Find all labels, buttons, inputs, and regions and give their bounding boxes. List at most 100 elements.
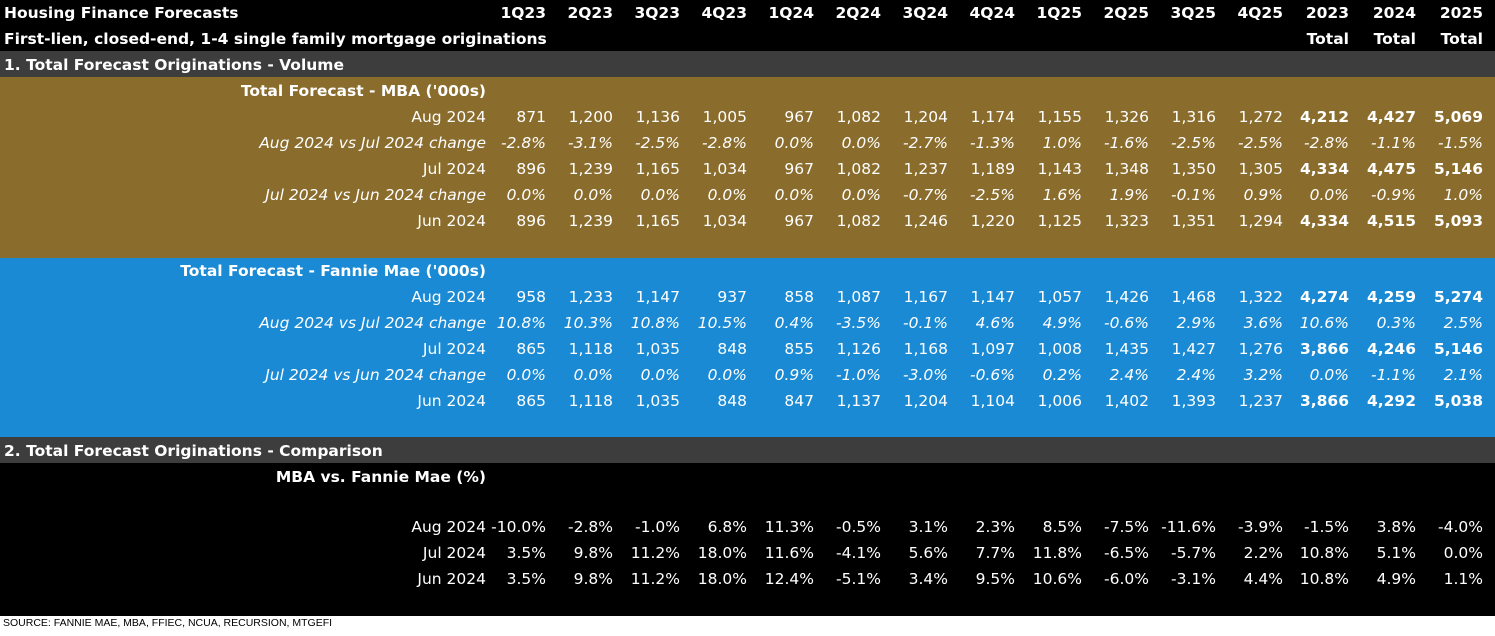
table-cell: 865 [516, 392, 546, 410]
section2-bar [0, 437, 1495, 463]
table-cell: 896 [516, 212, 546, 230]
row-label: Jun 2024 [417, 570, 486, 588]
table-cell: 11.2% [630, 570, 680, 588]
table-cell: -4.1% [836, 544, 881, 562]
block-title-row: MBA vs. Fannie Mae (%) [0, 464, 1495, 490]
table-row: Jun 2024 865 1,118 1,035 848 847 1,137 1,204 1,1… [0, 388, 1495, 414]
table-cell: -1.5% [1304, 518, 1349, 536]
table-cell: 1,276 [1238, 340, 1283, 358]
table-cell: 3.6% [1243, 314, 1283, 332]
table-cell: 0.9% [774, 366, 814, 384]
column-header: 2025 [1439, 4, 1483, 22]
table-cell: 871 [516, 108, 546, 126]
table-cell: 1,468 [1171, 288, 1216, 306]
table-cell: 1,057 [1037, 288, 1082, 306]
page-title: Housing Finance Forecasts [4, 4, 239, 22]
block-title-row: Total Forecast - Fannie Mae ('000s) [0, 258, 1495, 284]
row-label: Aug 2024 [411, 288, 486, 306]
table-cell: 3.4% [908, 570, 948, 588]
table-cell: -0.7% [903, 186, 948, 204]
table-cell: 1,189 [970, 160, 1015, 178]
table-cell: 2.9% [1176, 314, 1216, 332]
table-cell: 5,146 [1433, 160, 1483, 178]
table-cell: 4.9% [1042, 314, 1082, 332]
column-subheader: Total [1306, 30, 1349, 48]
block-title: Total Forecast - MBA ('000s) [240, 82, 486, 100]
table-cell: 1,200 [568, 108, 613, 126]
column-header: 1Q24 [768, 4, 814, 22]
table-cell: 5,274 [1433, 288, 1483, 306]
row-label: Jun 2024 [417, 392, 486, 410]
column-header: 3Q23 [634, 4, 680, 22]
table-cell: -4.0% [1438, 518, 1483, 536]
table-cell: -1.0% [635, 518, 680, 536]
table-cell: 5.1% [1376, 544, 1416, 562]
row-label: Jul 2024 [422, 544, 486, 562]
table-cell: 1,204 [903, 392, 948, 410]
table-cell: 2.4% [1176, 366, 1216, 384]
table-cell: 1,136 [635, 108, 680, 126]
table-cell: 1,393 [1171, 392, 1216, 410]
table-cell: 2.3% [975, 518, 1015, 536]
table-cell: 848 [717, 340, 747, 358]
table-cell: 2.1% [1443, 366, 1483, 384]
table-cell: 18.0% [697, 570, 747, 588]
column-subheader: Total [1373, 30, 1416, 48]
block-title: Total Forecast - Fannie Mae ('000s) [180, 262, 486, 280]
column-header: 3Q25 [1170, 4, 1216, 22]
table-cell: -3.1% [1171, 570, 1216, 588]
table-cell: 1,165 [635, 212, 680, 230]
table-cell: 1,174 [970, 108, 1015, 126]
table-cell: 4,292 [1366, 392, 1416, 410]
column-header: 4Q23 [701, 4, 747, 22]
table-cell: 937 [717, 288, 747, 306]
table-cell: 1,005 [702, 108, 747, 126]
table-cell: 10.8% [630, 314, 680, 332]
table-cell: 4,515 [1366, 212, 1416, 230]
section-title-row: 2. Total Forecast Originations - Compari… [0, 438, 1495, 464]
table-cell: 0.0% [573, 186, 613, 204]
table-cell: 1.6% [1042, 186, 1082, 204]
table-cell: 967 [784, 108, 814, 126]
table-cell: 1,165 [635, 160, 680, 178]
header-band [0, 0, 1495, 51]
table-cell: 1,435 [1104, 340, 1149, 358]
table-cell: 1,350 [1171, 160, 1216, 178]
table-row: Jul 2024 3.5% 9.8% 11.2% 18.0% 11.6% -4.1% 5.6%… [0, 540, 1495, 566]
table-cell: -2.8% [702, 134, 747, 152]
table-cell: 10.8% [1299, 544, 1349, 562]
table-cell: 2.4% [1109, 366, 1149, 384]
table-cell: 4,259 [1366, 288, 1416, 306]
table-cell: 10.6% [1032, 570, 1082, 588]
table-cell: 1,082 [836, 212, 881, 230]
table-cell: -6.5% [1104, 544, 1149, 562]
column-header: 2Q25 [1103, 4, 1149, 22]
table-cell: 1,220 [970, 212, 1015, 230]
table-cell: 9.8% [573, 570, 613, 588]
table-cell: 10.6% [1299, 314, 1349, 332]
table-cell: -0.6% [1104, 314, 1149, 332]
table-cell: 0.0% [640, 186, 680, 204]
table-cell: 11.6% [764, 544, 814, 562]
table-cell: 1.9% [1109, 186, 1149, 204]
section-title-row: 1. Total Forecast Originations - Volume [0, 52, 1495, 78]
table-cell: -2.8% [501, 134, 546, 152]
column-header: 2024 [1372, 4, 1416, 22]
table-cell: 1,233 [568, 288, 613, 306]
table-cell: 3.2% [1243, 366, 1283, 384]
table-row: Aug 2024 871 1,200 1,136 1,005 967 1,082 1,204 1… [0, 104, 1495, 130]
column-header: 3Q24 [902, 4, 948, 22]
table-cell: 0.9% [1243, 186, 1283, 204]
section1-bar [0, 51, 1495, 77]
table-cell: 2.5% [1443, 314, 1483, 332]
table-cell: 0.0% [506, 186, 546, 204]
table-cell: 7.7% [975, 544, 1015, 562]
table-cell: 5.6% [908, 544, 948, 562]
table-cell: 1,082 [836, 108, 881, 126]
table-cell: 1,305 [1238, 160, 1283, 178]
row-label: Jul 2024 vs Jun 2024 change [265, 186, 486, 204]
table-cell: 0.0% [1309, 186, 1349, 204]
table-cell: -2.5% [970, 186, 1015, 204]
table-cell: 1,272 [1238, 108, 1283, 126]
